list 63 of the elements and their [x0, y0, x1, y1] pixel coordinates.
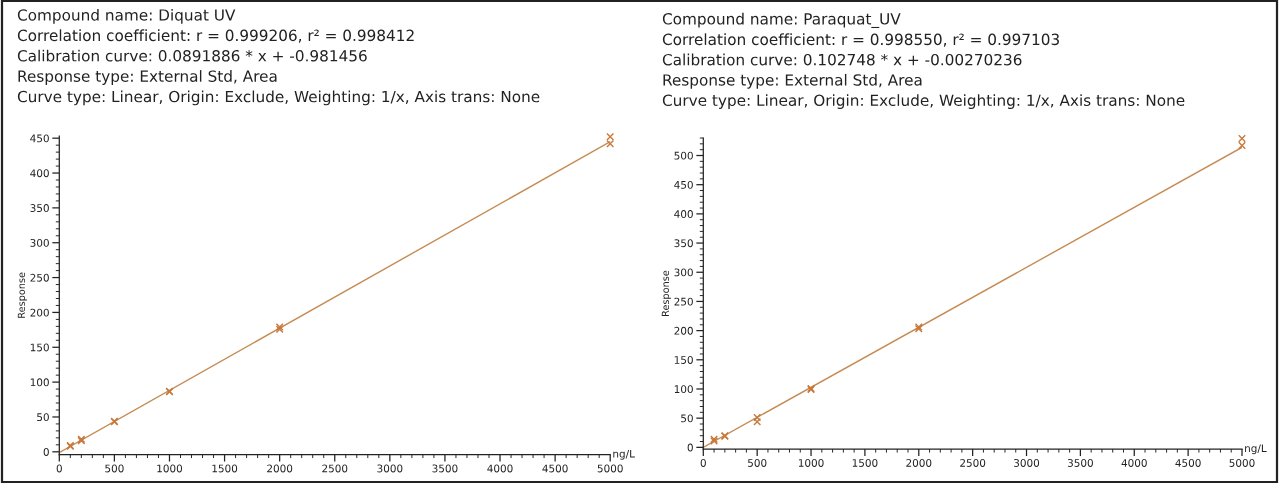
y-tick-label: 100: [674, 385, 693, 394]
x-tick-label: 500: [748, 459, 767, 467]
x-axis-title: ng/L: [613, 449, 635, 460]
y-tick-label: 350: [674, 239, 693, 248]
y-tick-label: 0: [43, 448, 49, 456]
text: Correlation coefficient: r = 0.998550, r² = 0.997103: [662, 33, 1059, 47]
x-tick-label: 3000: [377, 464, 403, 473]
y-tick-label: 350: [30, 204, 49, 212]
x-tick-label: 2000: [267, 464, 293, 473]
text: Correlation coefficient: r = 0.999206, r² = 0.998412: [17, 29, 414, 43]
x-tick-label: 0: [56, 464, 62, 473]
x-tick-label: 4000: [1121, 459, 1147, 467]
y-tick-label: 450: [30, 134, 49, 143]
y-tick-label: 150: [30, 343, 49, 352]
y-tick-label: 0: [687, 443, 693, 452]
x-tick-label: 1000: [157, 464, 183, 473]
point: [753, 413, 762, 422]
point: [1238, 134, 1246, 143]
x-tick-label: 1500: [212, 464, 238, 473]
point: [753, 417, 762, 426]
y-axis-title: Response: [17, 272, 27, 318]
point: [606, 132, 615, 141]
y-tick-label: 250: [30, 273, 49, 282]
y-tick-label: 50: [37, 413, 49, 422]
text: Curve type: Linear, Origin: Exclude, Weighting: 1/x, Axis trans: None: [662, 94, 1185, 109]
point: [1238, 141, 1246, 150]
chart-title: Compound name: Paraquat_UV: [662, 12, 901, 29]
x-tick-label: 5000: [1229, 459, 1255, 467]
y-tick-label: 400: [674, 210, 693, 218]
x-tick-label: 2500: [960, 459, 986, 467]
x-tick-label: 1500: [852, 459, 878, 467]
y-tick-label: 150: [674, 356, 693, 364]
y-tick-label: 450: [674, 180, 693, 189]
y-tick-label: 50: [681, 414, 693, 423]
point: [606, 139, 615, 148]
y-tick-label: 500: [674, 151, 693, 160]
y-tick-label: 250: [674, 297, 693, 306]
x-tick-label: 4500: [1175, 459, 1201, 467]
y-tick-label: 300: [674, 268, 693, 277]
x-tick-label: 3000: [1014, 459, 1040, 467]
x-tick-label: 2500: [322, 464, 348, 473]
y-tick-label: 200: [30, 308, 49, 317]
x-tick-label: 0: [700, 459, 706, 467]
x-tick-label: 4500: [542, 464, 568, 473]
text: Response type: External Std, Area: [18, 70, 277, 85]
x-tick-label: 4000: [487, 464, 513, 473]
y-tick-label: 400: [30, 169, 49, 178]
text: Curve type: Linear, Origin: Exclude, Weighting: 1/x, Axis trans: None: [17, 90, 540, 106]
x-tick-label: 5000: [597, 464, 623, 473]
chart-title: Compound name: Diquat UV: [17, 8, 236, 24]
x-tick-label: 1000: [798, 459, 824, 467]
y-tick-label: 300: [30, 238, 49, 247]
y-tick-label: 200: [674, 326, 693, 335]
x-axis-title: ng/L: [1245, 444, 1267, 455]
y-tick-label: 100: [30, 378, 49, 387]
x-tick-label: 2000: [906, 459, 932, 467]
x-tick-label: 500: [105, 464, 124, 473]
text: Calibration curve: 0.0891886 * x + -0.981456: [17, 49, 367, 62]
y-axis-title: Response: [661, 270, 671, 316]
text: Calibration curve: 0.102748 * x + -0.00270236: [662, 53, 1022, 66]
text: Response type: External Std, Area: [663, 73, 922, 89]
x-tick-label: 3500: [1067, 459, 1093, 467]
x-tick-label: 3500: [432, 464, 458, 473]
